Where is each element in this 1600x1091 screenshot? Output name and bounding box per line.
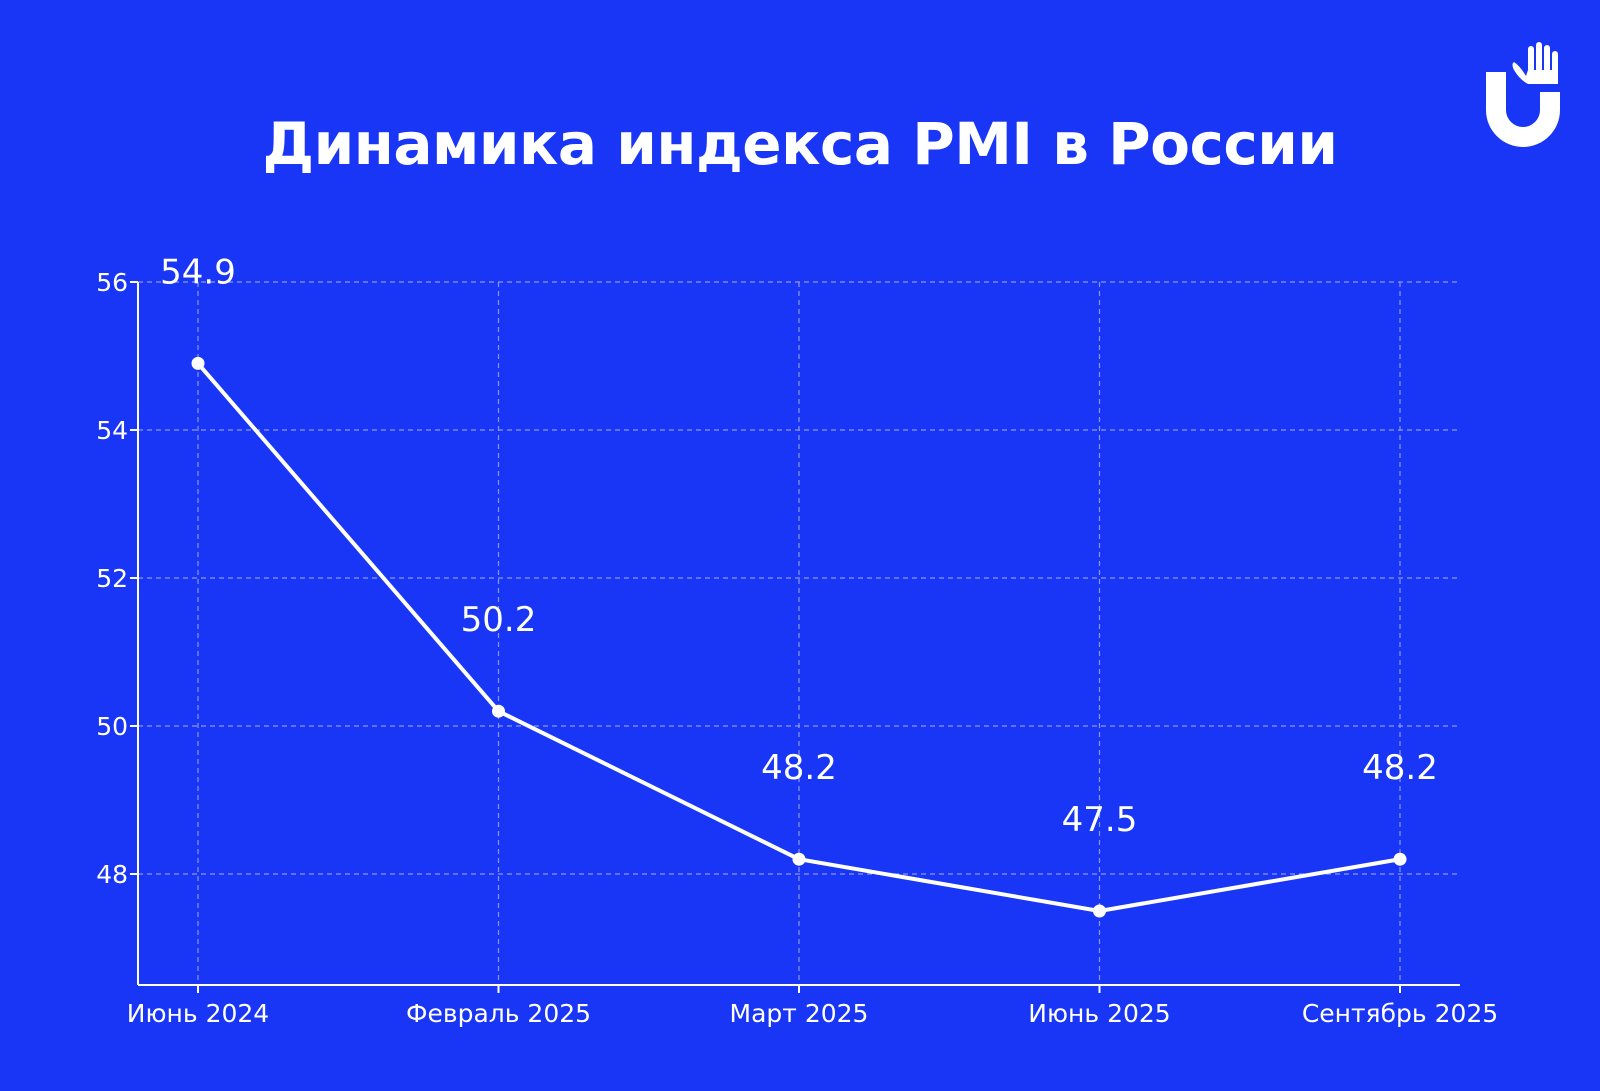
y-tick-label: 48 bbox=[96, 860, 128, 889]
y-tick-label: 52 bbox=[96, 564, 128, 593]
x-tick-label: Март 2025 bbox=[730, 999, 869, 1028]
data-point bbox=[492, 704, 505, 718]
y-tick-label: 56 bbox=[96, 268, 128, 297]
data-point bbox=[191, 356, 205, 370]
data-point bbox=[1393, 852, 1407, 866]
x-tick-label: Июнь 2024 bbox=[127, 999, 269, 1028]
data-label: 54.9 bbox=[160, 252, 236, 292]
y-tick-label: 54 bbox=[96, 416, 128, 445]
y-tick-labels: 48 50 52 54 56 bbox=[96, 268, 138, 889]
data-label: 48.2 bbox=[1362, 748, 1438, 788]
grid-lines bbox=[138, 281, 1460, 985]
x-tick-label: Февраль 2025 bbox=[406, 999, 591, 1028]
data-point bbox=[1093, 904, 1106, 918]
x-tick-label: Июнь 2025 bbox=[1028, 999, 1170, 1028]
data-labels: 54.9 50.2 48.2 47.5 48.2 bbox=[160, 252, 1438, 840]
data-label: 48.2 bbox=[761, 748, 837, 788]
x-tick-label: Сентябрь 2025 bbox=[1302, 999, 1498, 1028]
chart-title: Динамика индекса PMI в России bbox=[262, 110, 1338, 178]
data-points bbox=[191, 356, 1407, 918]
y-tick-label: 50 bbox=[96, 712, 128, 741]
hand-u-logo-icon bbox=[1486, 42, 1560, 147]
data-label: 47.5 bbox=[1062, 800, 1138, 840]
x-tick-labels: Июнь 2024 Февраль 2025 Март 2025 Июнь 2025 С… bbox=[127, 985, 1498, 1028]
data-point bbox=[792, 852, 806, 866]
data-label: 50.2 bbox=[461, 600, 537, 640]
